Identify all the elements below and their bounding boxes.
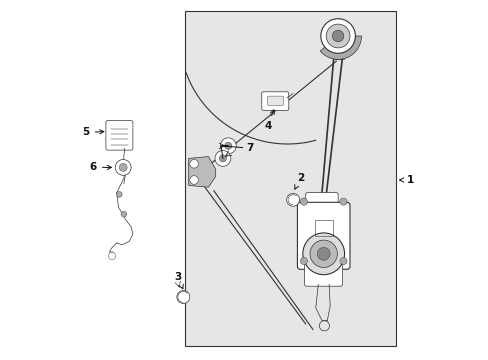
Circle shape — [302, 233, 344, 275]
Text: 2: 2 — [294, 173, 304, 189]
Text: 5: 5 — [82, 127, 103, 138]
Circle shape — [286, 193, 299, 206]
Text: 7: 7 — [246, 143, 253, 153]
FancyBboxPatch shape — [304, 263, 342, 286]
Circle shape — [115, 159, 131, 175]
Circle shape — [300, 198, 307, 205]
Circle shape — [320, 19, 355, 53]
Text: 1: 1 — [399, 175, 413, 185]
Circle shape — [220, 138, 236, 154]
Circle shape — [317, 247, 329, 260]
Text: 3: 3 — [174, 272, 183, 289]
Circle shape — [189, 159, 198, 168]
Circle shape — [339, 198, 346, 205]
FancyBboxPatch shape — [261, 92, 288, 111]
Circle shape — [121, 211, 126, 217]
Wedge shape — [320, 36, 361, 59]
FancyBboxPatch shape — [297, 202, 349, 269]
Circle shape — [177, 291, 189, 303]
Circle shape — [325, 24, 349, 48]
Circle shape — [108, 252, 115, 260]
Circle shape — [119, 163, 127, 171]
Circle shape — [189, 176, 198, 184]
Polygon shape — [185, 11, 395, 346]
FancyBboxPatch shape — [106, 121, 133, 150]
Text: 6: 6 — [89, 162, 111, 172]
Circle shape — [339, 257, 346, 265]
FancyBboxPatch shape — [267, 96, 283, 105]
Circle shape — [309, 240, 337, 267]
Circle shape — [224, 142, 231, 149]
FancyBboxPatch shape — [305, 193, 337, 214]
Polygon shape — [188, 157, 215, 187]
Circle shape — [332, 30, 343, 42]
Circle shape — [219, 155, 226, 162]
Circle shape — [215, 150, 230, 166]
Text: 4: 4 — [264, 110, 274, 131]
Circle shape — [116, 192, 122, 197]
Circle shape — [300, 257, 307, 265]
